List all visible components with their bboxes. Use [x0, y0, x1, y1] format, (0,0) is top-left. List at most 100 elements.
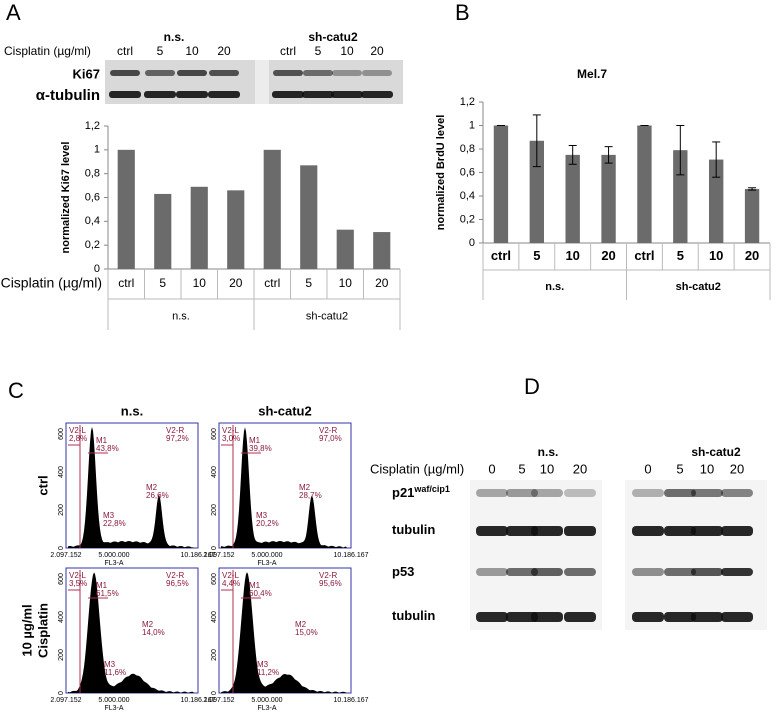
band — [691, 526, 723, 536]
group-label: sh-catu2 — [306, 310, 348, 322]
x-tick-label: 20 — [375, 276, 389, 290]
y-tick-label: 0 — [211, 691, 218, 695]
x-axis-title: FL3-A — [257, 705, 276, 712]
lane-label: ctrl — [117, 44, 133, 58]
lane-label: 5 — [157, 44, 164, 58]
x-tick-label: 10 — [339, 276, 353, 290]
gate-name: V2-R — [319, 426, 337, 435]
x-tick-label: 10.186.167 — [180, 552, 215, 559]
band — [632, 568, 664, 576]
group-label: n.s. — [545, 281, 564, 293]
gate-value: 60,4% — [249, 589, 272, 598]
x-tick-label: ctrl — [264, 276, 280, 290]
gate-name: M1 — [249, 436, 261, 445]
y-tick-label: 0 — [211, 546, 218, 550]
gate-value: 11,6% — [104, 668, 126, 677]
x-tick-label: 20 — [601, 248, 615, 263]
x-tick-label: ctrl — [491, 248, 511, 263]
x-tick-label: 5.000.000 — [251, 697, 282, 704]
gate-name: V2-R — [166, 571, 184, 580]
row-label: tubulin — [392, 522, 435, 537]
x-tick-label: 5.000.000 — [98, 697, 129, 704]
y-tick-label: 0,8 — [460, 143, 475, 155]
y-tick-label: 0 — [94, 263, 100, 275]
row-label: p53 — [392, 564, 414, 579]
gate-name: V2-L — [69, 426, 86, 435]
bar — [493, 125, 509, 243]
row-label: p21waf/cip1 — [392, 484, 450, 500]
y-tick-label: 0 — [469, 237, 475, 249]
panel-label: B — [455, 0, 470, 25]
x-tick-label: ctrl — [118, 276, 134, 290]
lane-label: 20 — [730, 461, 744, 476]
gate-value: 97,2% — [166, 434, 189, 443]
band — [144, 91, 176, 98]
band — [331, 91, 363, 98]
band — [632, 526, 664, 536]
gate-value: 3,0% — [222, 434, 240, 443]
bar — [117, 149, 135, 269]
band — [632, 612, 664, 622]
band — [506, 612, 538, 622]
bar — [190, 186, 208, 269]
band — [209, 70, 239, 76]
lane-label: 5 — [676, 461, 683, 476]
gate-value: 43,8% — [96, 444, 119, 453]
row-label-main: p21 — [392, 485, 414, 500]
y-tick-label: 0,2 — [85, 239, 100, 251]
y-tick-label: 400 — [211, 466, 218, 478]
histogram — [221, 572, 347, 693]
y-tick-label: 0,6 — [460, 166, 475, 178]
lane-label: 10 — [340, 44, 354, 58]
x-tick-label: 2.097.152 — [203, 552, 234, 559]
x-tick-label: 20 — [229, 276, 243, 290]
x-tick-label: 5 — [305, 276, 312, 290]
band — [302, 91, 334, 98]
band — [664, 568, 696, 576]
band — [476, 526, 508, 536]
y-tick-label: 600 — [58, 573, 65, 585]
band — [632, 489, 664, 497]
x-axis-title: FL3-A — [104, 560, 123, 567]
x-tick-label: 10 — [193, 276, 207, 290]
lane-label: ctrl — [280, 44, 296, 58]
y-tick-label: 0,6 — [85, 191, 100, 203]
y-tick-label: 0 — [58, 546, 65, 550]
row-label: Ki67 — [73, 66, 100, 81]
band — [177, 70, 207, 76]
gate-value: 22,8% — [103, 519, 126, 528]
blot-membrane — [625, 480, 767, 630]
band — [303, 70, 333, 76]
y-tick-label: 200 — [58, 504, 65, 516]
gate-value: 11,2% — [257, 668, 279, 677]
band — [506, 568, 538, 576]
column-label: n.s. — [121, 403, 143, 418]
x-tick-label: 5.000.000 — [98, 552, 129, 559]
gate-value: 28,7% — [299, 491, 322, 500]
gate-name: M3 — [104, 660, 116, 669]
band — [272, 91, 304, 98]
band — [691, 612, 723, 622]
gate-name: V2-R — [319, 571, 337, 580]
band — [564, 489, 596, 497]
gate-name: M2 — [299, 483, 311, 492]
band — [691, 568, 723, 576]
bar — [744, 188, 760, 243]
gate-value: 39,8% — [249, 444, 272, 453]
lane-label: 20 — [217, 44, 231, 58]
gate-name: M1 — [249, 581, 261, 590]
histogram — [221, 427, 347, 548]
band — [176, 91, 208, 98]
blot-gap — [255, 60, 269, 104]
x-tick-label: 10.186.167 — [180, 697, 215, 704]
band — [531, 526, 563, 536]
band — [691, 489, 723, 497]
group-label: sh-catu2 — [676, 281, 721, 293]
y-axis-title: normalized Ki67 level — [60, 142, 72, 254]
band — [721, 526, 753, 536]
gate-name: M3 — [257, 660, 269, 669]
bar — [565, 154, 580, 243]
gate-name: M3 — [256, 511, 268, 520]
